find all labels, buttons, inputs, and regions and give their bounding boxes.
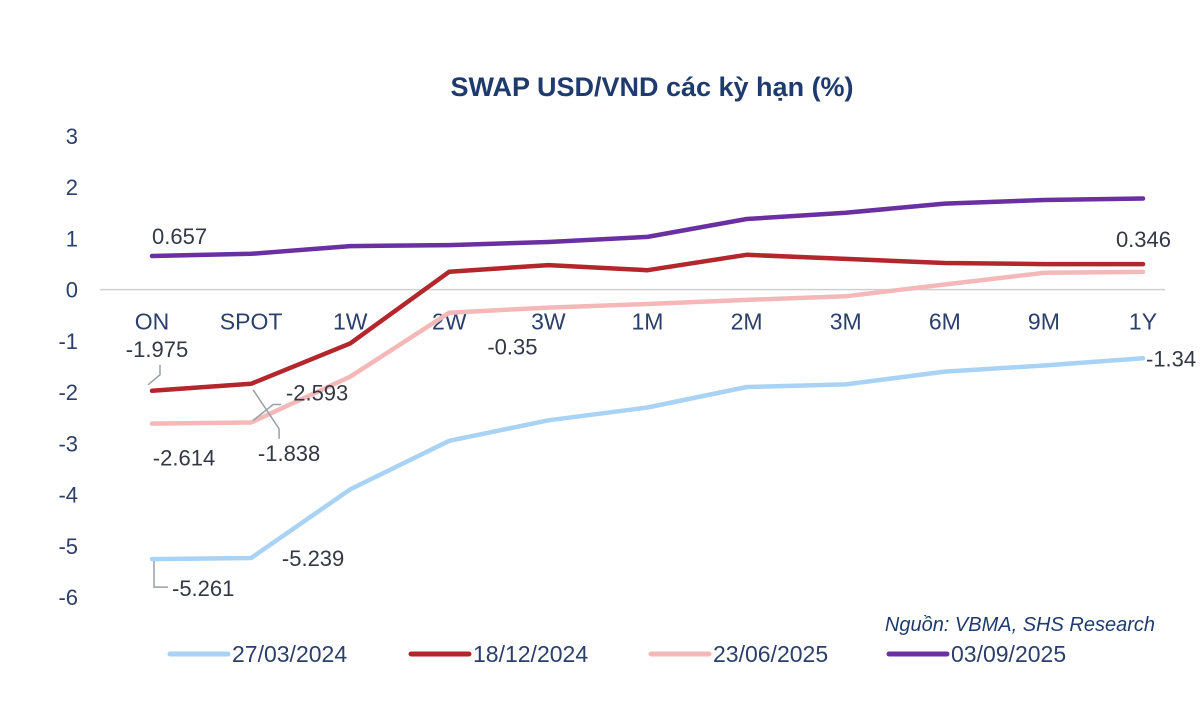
legend-label: 23/06/2025 — [713, 641, 828, 667]
data-label: -1.975 — [126, 337, 188, 362]
x-tick-label: ON — [135, 309, 170, 335]
x-tick-label: 1M — [632, 309, 664, 335]
y-tick-label: -6 — [58, 585, 78, 610]
x-tick-label: 6M — [929, 309, 961, 335]
annotation-leader-line — [147, 364, 161, 386]
x-axis: ON SPOT 1W 2W 3W 1M 2M 3M 6M 9M 1Y — [135, 309, 1157, 335]
data-label: 0.657 — [152, 224, 207, 249]
source-note: Nguồn: VBMA, SHS Research — [885, 614, 1155, 636]
data-label: -5.261 — [172, 576, 234, 601]
data-label: -2.593 — [286, 380, 348, 405]
chart-title: SWAP USD/VND các kỳ hạn (%) — [450, 72, 853, 102]
y-tick-label: -4 — [58, 483, 78, 508]
series-line-3 — [149, 196, 1146, 259]
y-tick-label: -1 — [58, 329, 78, 354]
x-tick-label: 3M — [830, 309, 862, 335]
x-tick-label: 9M — [1028, 309, 1060, 335]
x-tick-label: 1Y — [1129, 309, 1157, 335]
data-label: -1.838 — [258, 441, 320, 466]
y-tick-label: 1 — [66, 226, 78, 251]
y-tick-label: -2 — [58, 380, 78, 405]
x-tick-label: 1W — [333, 309, 368, 335]
series-line-0 — [149, 356, 1146, 562]
legend-label: 27/03/2024 — [232, 641, 347, 667]
y-tick-label: 0 — [66, 278, 78, 303]
x-tick-label: SPOT — [220, 309, 283, 335]
x-tick-label: 3W — [531, 309, 566, 335]
y-tick-label: -5 — [58, 534, 78, 559]
annotation-leader-line — [252, 403, 282, 422]
data-label: -2.614 — [153, 446, 215, 471]
data-label: -0.35 — [487, 335, 537, 360]
data-labels: 0.657 0.346 -1.975 -2.593 -2.614 -1.838 -0.35 -… — [126, 224, 1196, 601]
data-label: -1.34 — [1146, 346, 1196, 371]
series-line-1 — [149, 252, 1146, 394]
y-tick-label: -3 — [58, 431, 78, 456]
y-tick-label: 3 — [66, 124, 78, 149]
series-line-2 — [149, 269, 1146, 426]
y-axis: 3 2 1 0 -1 -2 -3 -4 -5 -6 — [58, 124, 78, 610]
legend-label: 03/09/2025 — [951, 641, 1066, 667]
annotation-leader-line — [153, 561, 168, 588]
annotation-leader-line — [252, 389, 280, 439]
annotation-leaders — [147, 364, 282, 588]
y-tick-label: 2 — [66, 175, 78, 200]
data-label: 0.346 — [1116, 227, 1171, 252]
x-tick-label: 2M — [731, 309, 763, 335]
series-lines — [149, 196, 1146, 562]
legend: 27/03/2024 18/12/2024 23/06/2025 03/09/2025 — [167, 641, 1066, 667]
legend-label: 18/12/2024 — [473, 641, 588, 667]
data-label: -5.239 — [282, 546, 344, 571]
